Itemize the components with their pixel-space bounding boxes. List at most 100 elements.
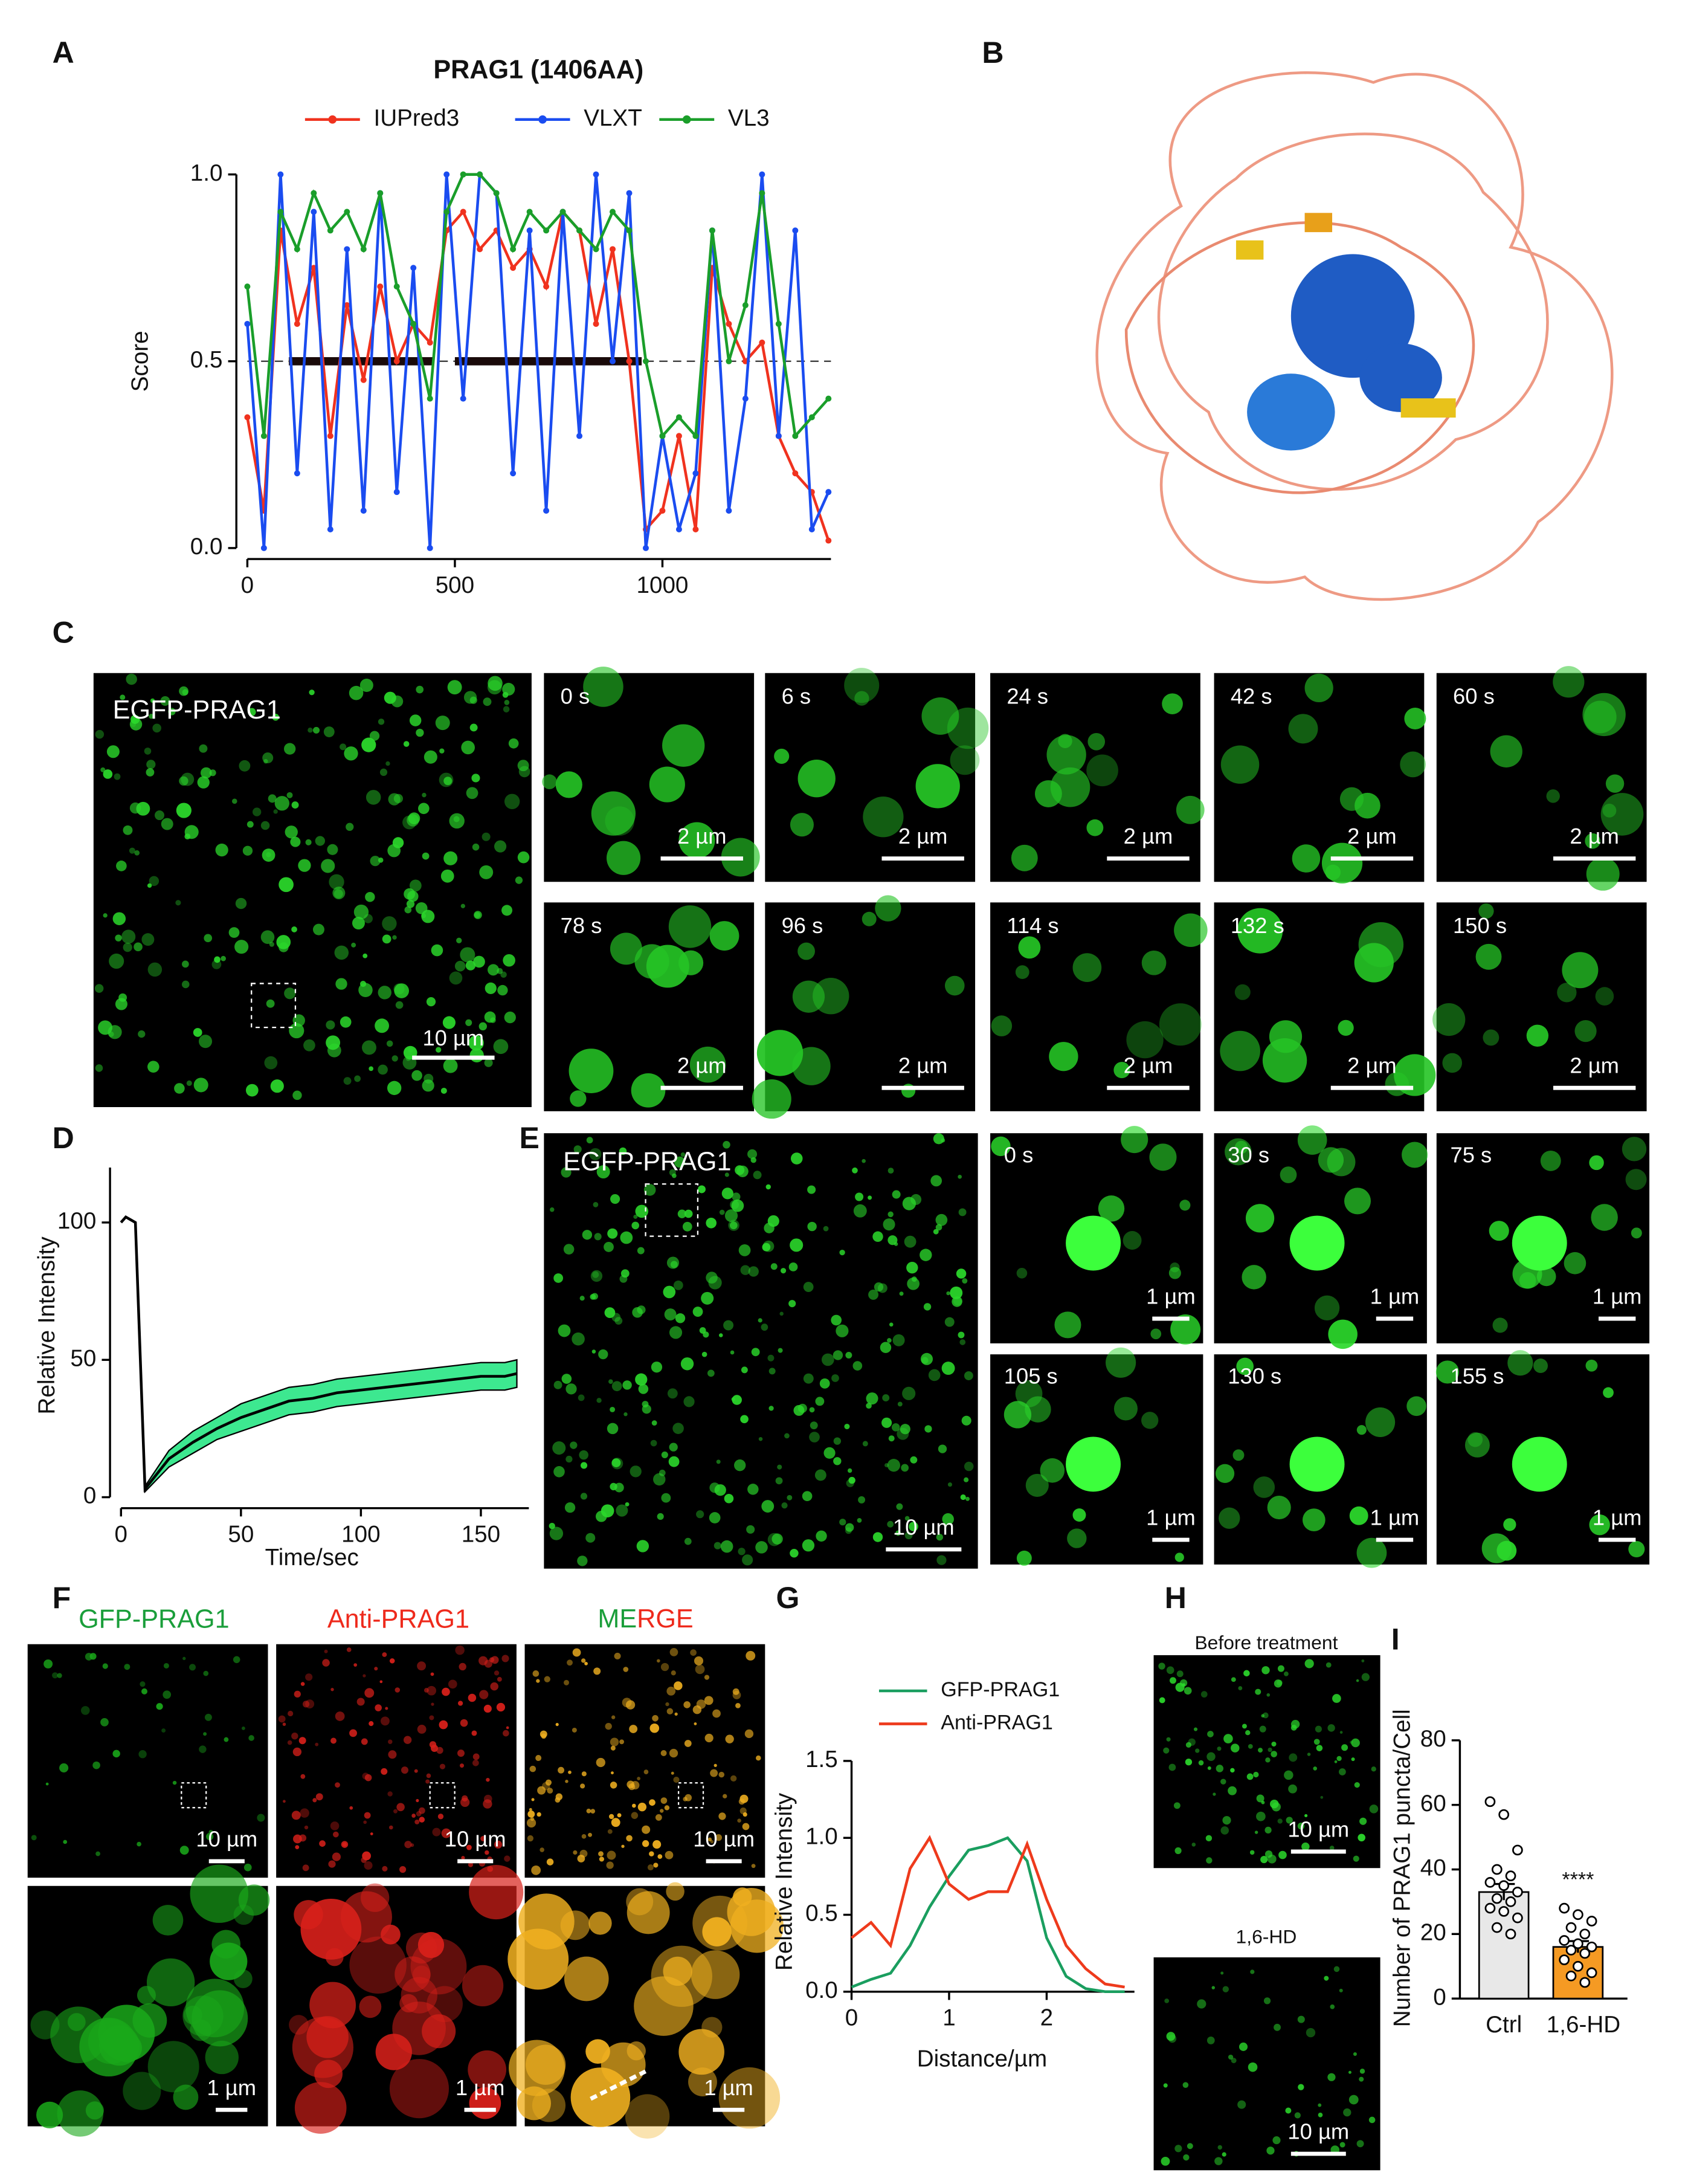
data-point (1491, 1922, 1503, 1933)
micrograph-spot (790, 1548, 799, 1558)
micrograph-spot (340, 743, 347, 751)
micrograph-spot (911, 1276, 917, 1282)
point (792, 470, 799, 477)
micrograph-spot (137, 1841, 141, 1847)
micrograph-spot (1250, 1969, 1255, 1974)
scale-bar-label: 10 µm (1287, 1817, 1349, 1841)
micrograph-spot (1087, 732, 1106, 751)
micrograph-spot (95, 1064, 103, 1072)
micrograph-spot (1179, 1679, 1188, 1687)
micrograph-spot (326, 1020, 335, 1030)
micrograph-spot (353, 904, 369, 920)
point (692, 433, 699, 439)
micrograph-spot (430, 1672, 434, 1676)
micrograph-spot (36, 2101, 63, 2128)
micrograph-spot (1475, 943, 1502, 970)
micrograph-spot (1206, 2037, 1215, 2044)
micrograph-spot (942, 1513, 954, 1525)
micrograph-spot (1243, 1670, 1250, 1677)
micrograph-spot (710, 1769, 718, 1777)
micrograph-spot (490, 1682, 498, 1691)
micrograph-spot (493, 1039, 509, 1055)
micrograph-spot (211, 1930, 240, 1959)
micrograph-spot (1320, 1795, 1324, 1799)
micrograph-spot (378, 1064, 388, 1075)
micrograph-spot (797, 760, 836, 798)
micrograph-spot (1174, 913, 1208, 948)
micrograph-spot (565, 1383, 577, 1395)
micrograph-spot (1625, 1169, 1647, 1191)
point (244, 283, 251, 290)
micrograph-spot (129, 847, 135, 854)
micrograph-spot (593, 1201, 599, 1207)
micrograph-spot (880, 1342, 892, 1354)
micrograph-spot (619, 1275, 628, 1283)
micrograph-spot (683, 1396, 695, 1407)
point (410, 265, 417, 271)
micrograph-spot (1330, 2004, 1335, 2009)
micrograph-spot (507, 1928, 569, 1990)
micrograph-spot (553, 1380, 562, 1389)
micrograph-spot (299, 1834, 307, 1842)
micrograph-spot (364, 1861, 373, 1870)
micrograph-spot (1605, 774, 1625, 793)
micrograph-spot (739, 1794, 749, 1803)
micrograph-spot (809, 1407, 815, 1413)
micrograph-spot (751, 1348, 760, 1357)
micrograph-spot (854, 691, 869, 706)
micrograph-spot (1242, 1724, 1247, 1729)
micrograph-spot (866, 1392, 878, 1405)
micrograph-spot (1288, 1784, 1297, 1794)
panel-letter: H (1165, 1581, 1187, 1615)
micrograph-spot (666, 1687, 676, 1696)
micrograph-spot (152, 723, 161, 733)
data-point (1505, 1870, 1516, 1882)
micrograph-spot (1294, 2112, 1301, 2119)
micrograph-spot (1173, 1802, 1181, 1809)
micrograph-spot (503, 706, 510, 712)
micrograph-spot (1297, 1125, 1327, 1155)
roi-box (677, 1782, 704, 1809)
protein-structure (1095, 71, 1614, 601)
micrograph-spot (701, 1291, 714, 1305)
micrograph-spot (1207, 1766, 1211, 1770)
micrograph-spot (291, 926, 297, 932)
micrograph-spot (744, 1729, 754, 1739)
micrograph-spot (59, 1763, 69, 1772)
micrograph-spot (709, 921, 739, 951)
micrograph-spot (409, 714, 422, 726)
micrograph-spot (1329, 1846, 1335, 1850)
micrograph-spot (324, 1649, 328, 1653)
micrograph-spot (649, 1799, 656, 1806)
micrograph-spot (335, 978, 347, 990)
micrograph-spot (130, 714, 140, 724)
micrograph-spot (657, 1854, 663, 1859)
micrograph-spot (506, 1726, 509, 1730)
series-line (851, 1835, 1125, 1989)
micrograph-spot (646, 945, 689, 988)
micrograph-spot (674, 1681, 683, 1690)
micrograph-spot (1187, 2143, 1193, 2150)
micrograph-spot (466, 787, 478, 800)
micrograph-spot (414, 1819, 420, 1824)
micrograph-spot (588, 1832, 592, 1837)
micrograph-spot (756, 1755, 761, 1761)
micrograph-spot (660, 1809, 664, 1813)
micrograph-spot (193, 1077, 208, 1093)
micrograph-spot (290, 836, 301, 847)
micrograph-spot (1478, 903, 1494, 919)
micrograph-spot (580, 1493, 588, 1500)
micrograph-spot (298, 1737, 306, 1745)
panel-letter: I (1391, 1622, 1400, 1656)
micrograph-spot (274, 796, 289, 811)
micrograph-spot (807, 1221, 817, 1232)
micrograph-spot (631, 1812, 639, 1819)
panel-letter: D (53, 1121, 74, 1155)
micrograph-spot (329, 874, 344, 890)
micrograph-spot (627, 1891, 670, 1934)
micrograph-spot (1168, 1267, 1181, 1279)
point (543, 283, 550, 290)
micrograph-spot (527, 1811, 535, 1818)
point (526, 208, 533, 215)
micrograph-spot (152, 1905, 184, 1936)
